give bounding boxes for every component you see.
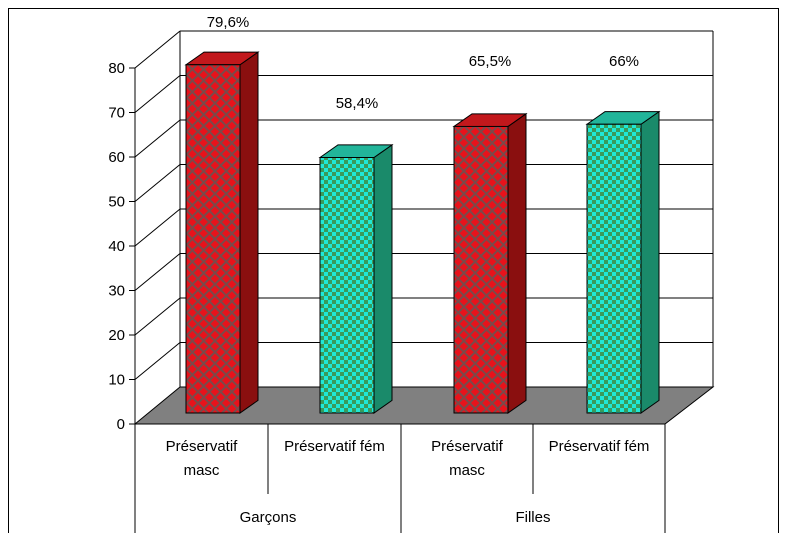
bar-3 [452,112,528,414]
category-label: Préservatif [166,438,239,455]
y-tick-label: 80 [108,60,125,77]
bar-2 [318,143,394,414]
data-label: 79,6% [207,14,250,31]
y-tick-label: 30 [108,283,125,300]
y-tick-label: 0 [117,416,125,433]
bar-1 [184,51,260,414]
y-tick-label: 50 [108,194,125,211]
category-label: Préservatif fém [549,438,650,455]
side-gridline [134,75,181,113]
y-tick-label: 70 [108,105,125,122]
side-gridline [134,253,181,291]
bars: 79,6% 58,4% 65,5% 66% [184,14,661,414]
bar-front-face [185,64,241,414]
bar-side-face [640,110,660,414]
side-gridline [134,208,181,247]
bar-side-face [373,143,393,414]
data-label: 66% [609,53,639,70]
bar-side-face [239,51,259,414]
category-label: Préservatif fém [284,438,385,455]
bar-front-face [586,123,642,414]
chart-frame [8,8,779,533]
category-label: masc [184,462,220,479]
bar-front-face [453,125,509,414]
group-label: Filles [515,509,550,526]
category-label: masc [449,462,485,479]
bar-side-face [507,112,527,414]
bar-4 [585,110,661,414]
side-gridline [134,342,181,380]
side-gridline [134,30,181,69]
data-label: 58,4% [336,95,379,112]
y-tick-label: 60 [108,149,125,166]
category-axis: Préservatif masc Préservatif fém Préservati… [134,423,666,533]
bar-front-face [319,157,375,414]
y-tick-label: 40 [108,238,125,255]
side-gridline [134,119,181,158]
category-label: Préservatif [431,438,504,455]
y-axis: 0 10 20 30 40 50 60 70 80 [108,60,136,433]
y-tick-label: 20 [108,327,125,344]
data-label: 65,5% [469,53,512,70]
y-tick-label: 10 [108,372,125,389]
side-gridline [134,297,181,336]
side-gridline [134,164,181,202]
group-label: Garçons [240,509,297,526]
